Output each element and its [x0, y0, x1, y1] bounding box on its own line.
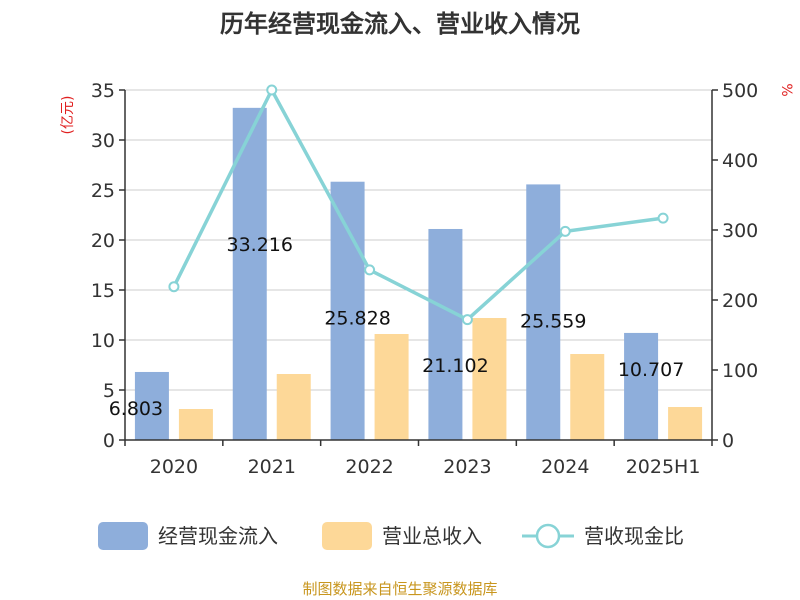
left-tick-label: 35: [91, 80, 115, 102]
bar-revenue: [276, 374, 311, 440]
bar-revenue: [374, 334, 409, 440]
right-axis-label: %: [778, 83, 794, 96]
line-point: [364, 264, 376, 276]
bar-cash-inflow: [330, 181, 365, 440]
x-tick-label: 2022: [345, 456, 393, 478]
x-tick-label: 2024: [541, 456, 589, 478]
x-tick-label: 2021: [248, 456, 296, 478]
left-tick-label: 0: [103, 430, 115, 452]
data-label: 25.828: [324, 308, 390, 330]
left-tick-label: 30: [91, 130, 115, 152]
legend-swatch: [98, 522, 148, 550]
bar-revenue: [570, 354, 605, 440]
data-label: 10.707: [618, 359, 684, 381]
bar-revenue: [178, 409, 213, 440]
data-label: 21.102: [422, 355, 488, 377]
legend-item[interactable]: 营业总收入: [322, 522, 482, 550]
legend-item[interactable]: 营收现金比: [522, 523, 684, 549]
bar-cash-inflow: [134, 371, 169, 440]
bar-revenue: [472, 318, 507, 440]
legend-item[interactable]: 经营现金流入: [98, 522, 278, 550]
data-labels: 6.803 33.216 25.828 21.102 25.559 10.707: [109, 234, 685, 420]
x-tick-label: 2023: [443, 456, 491, 478]
axes: 0 5 10 15 20 25 30 35 0 100 200 300 400 500 2020 2021 20…: [91, 80, 758, 478]
legend[interactable]: 经营现金流入 营业总收入 营收现金比: [98, 522, 684, 550]
line-series: [168, 84, 669, 326]
line-point: [461, 314, 473, 326]
line-point: [168, 281, 180, 293]
x-tick-label: 2025H1: [626, 456, 701, 478]
legend-swatch: [322, 522, 372, 550]
left-tick-label: 10: [91, 330, 115, 352]
right-tick-label: 400: [722, 150, 758, 172]
data-label: 25.559: [520, 310, 586, 332]
line-point: [559, 225, 571, 237]
right-tick-label: 0: [722, 430, 734, 452]
bar-cash-inflow: [232, 107, 267, 440]
right-tick-label: 500: [722, 80, 758, 102]
left-tick-label: 15: [91, 280, 115, 302]
bars: [134, 107, 703, 440]
x-tick-label: 2020: [150, 456, 198, 478]
line-path: [172, 88, 664, 322]
right-tick-label: 100: [722, 360, 758, 382]
left-axis-label: (亿元): [60, 96, 76, 135]
data-label: 33.216: [227, 234, 293, 256]
left-tick-label: 5: [103, 380, 115, 402]
left-tick-label: 20: [91, 230, 115, 252]
legend-label: 经营现金流入: [158, 524, 278, 548]
legend-marker: [535, 523, 561, 549]
source-note: 制图数据来自恒生聚源数据库: [302, 580, 497, 598]
chart-title: 历年经营现金流入、营业收入情况: [220, 10, 580, 38]
bar-cash-inflow: [624, 332, 659, 440]
bar-revenue: [668, 407, 703, 440]
line-point: [266, 84, 278, 96]
left-tick-label: 25: [91, 180, 115, 202]
line-point: [657, 212, 669, 224]
right-tick-label: 300: [722, 220, 758, 242]
legend-label: 营业总收入: [382, 524, 482, 548]
right-tick-label: 200: [722, 290, 758, 312]
data-label: 6.803: [109, 398, 163, 420]
bar-cash-inflow: [526, 184, 561, 440]
grid: [125, 89, 712, 391]
legend-label: 营收现金比: [584, 524, 684, 548]
bar-cash-inflow: [428, 228, 463, 440]
